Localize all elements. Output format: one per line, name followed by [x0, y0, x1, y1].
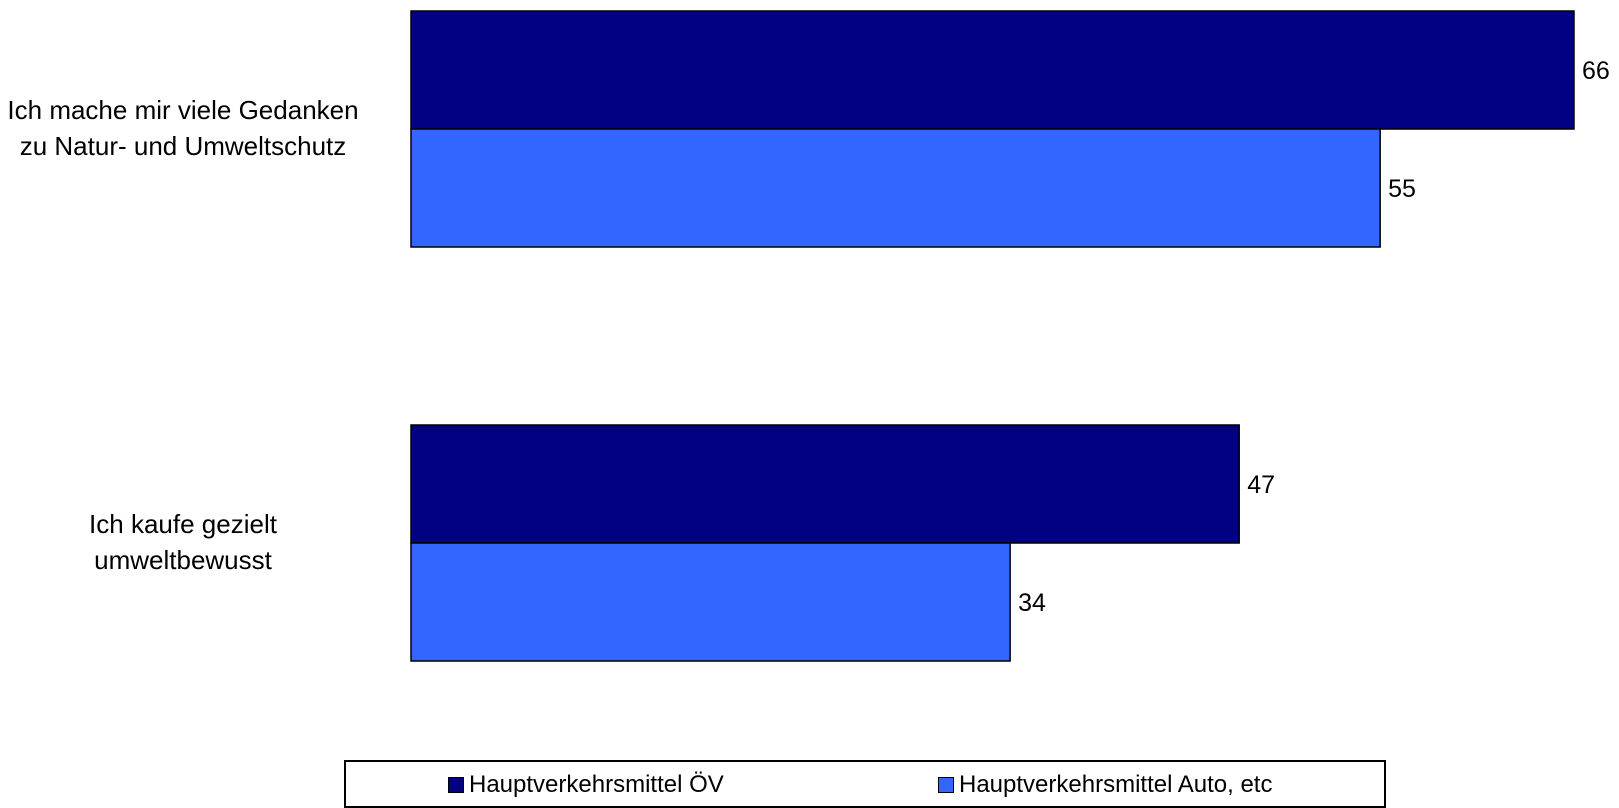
bar-series-0-category-0	[410, 10, 1575, 130]
bar-series-1-category-1	[410, 542, 1011, 662]
category-label-1-line-2: umweltbewusst	[94, 545, 272, 575]
legend-label-auto: Hauptverkehrsmittel Auto, etc	[959, 771, 1273, 798]
data-label-series-0-category-1: 47	[1247, 471, 1275, 499]
legend-label-oev: Hauptverkehrsmittel ÖV	[469, 771, 724, 798]
bar-series-0-category-1	[410, 424, 1240, 544]
legend-swatch-oev	[448, 777, 464, 793]
category-label-0-line-1: Ich mache mir viele Gedanken	[7, 95, 359, 125]
data-label-series-1-category-0: 55	[1388, 175, 1416, 203]
bar-series-1-category-0	[410, 128, 1381, 248]
category-label-0-line-2: zu Natur- und Umweltschutz	[19, 131, 347, 161]
bar-chart: 66 55 47 34	[410, 10, 1610, 662]
data-label-series-0-category-0: 66	[1582, 57, 1610, 85]
legend-item-auto: Hauptverkehrsmittel Auto, etc	[938, 772, 1272, 798]
legend-item-oev: Hauptverkehrsmittel ÖV	[448, 772, 724, 798]
legend: Hauptverkehrsmittel ÖV Hauptverkehrsmitt…	[344, 760, 1386, 808]
legend-swatch-auto	[938, 777, 954, 793]
category-label-1-line-1: Ich kaufe gezielt	[89, 509, 277, 539]
category-label-0: Ich mache mir viele Gedanken zu Natur- u…	[0, 92, 383, 164]
data-label-series-1-category-1: 34	[1018, 589, 1046, 617]
category-label-1: Ich kaufe gezielt umweltbewusst	[0, 506, 383, 578]
